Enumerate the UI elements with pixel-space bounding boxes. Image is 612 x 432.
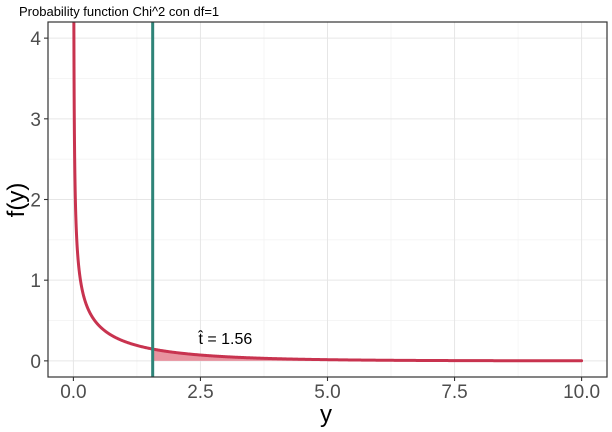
y-tick-label: 1	[30, 271, 41, 292]
x-tick-label: 2.5	[187, 382, 213, 403]
chi-squared-density-curve	[72, 22, 584, 363]
y-tick-label: 4	[30, 29, 41, 50]
x-tick-label: 0.0	[60, 382, 86, 403]
tail-shaded-area	[152, 349, 582, 361]
chart-title: Probability function Chi^2 con df=1	[19, 4, 219, 19]
density-curve-layer	[72, 22, 584, 363]
y-tick-label: 2	[30, 191, 41, 212]
x-tick-label: 10.0	[563, 382, 600, 403]
y-tick-label: 0	[30, 352, 41, 373]
y-axis-title: f(y)	[3, 183, 30, 218]
x-tick-label: 5.0	[314, 382, 340, 403]
shaded-area	[152, 349, 582, 361]
x-axis-title: y	[320, 401, 332, 428]
y-tick-label: 3	[30, 110, 41, 131]
x-tick-label: 7.5	[441, 382, 467, 403]
annotation-label: t̂ = 1.56	[197, 329, 252, 348]
x-axis-ticks: 0.0 2.5 5.0 7.5 10.0	[60, 377, 600, 403]
y-axis-ticks: 0 1 2 3 4	[30, 29, 48, 373]
